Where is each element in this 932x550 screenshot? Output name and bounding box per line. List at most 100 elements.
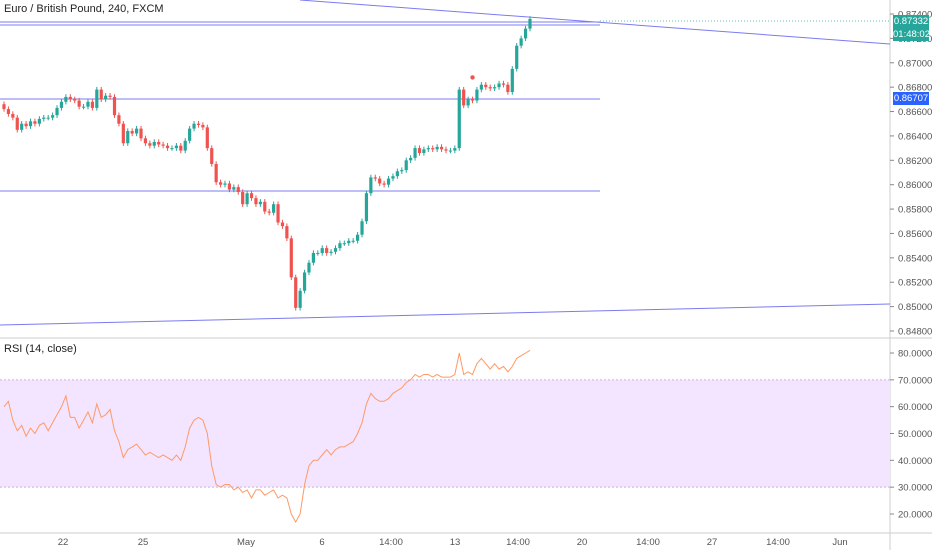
candle-body [528, 18, 532, 29]
candle-body [501, 83, 506, 85]
price-tick-label: 0.85600 [898, 229, 932, 240]
candle-body [170, 148, 174, 150]
candle-body [289, 238, 293, 278]
candle-body [245, 193, 249, 205]
candle-body [174, 145, 178, 149]
candle-body [201, 124, 205, 128]
candle-body [484, 84, 488, 88]
price-tick-label: 0.86600 [898, 107, 932, 118]
candle-body [218, 182, 223, 185]
candle-body [6, 109, 11, 114]
candle-body [267, 211, 271, 213]
candle-body [519, 38, 523, 46]
candle-body [148, 143, 152, 146]
time-tick-label: 22 [58, 537, 69, 548]
candle-body [33, 121, 37, 124]
candle-body [356, 234, 360, 241]
candle-body [152, 142, 156, 146]
candle-body [236, 187, 240, 193]
candle-body [404, 160, 408, 171]
price-tick-label: 0.85200 [898, 278, 932, 289]
candle-body [276, 204, 280, 223]
time-tick-label: Jun [832, 537, 847, 548]
rsi-tick-label: 30.0000 [898, 483, 932, 494]
candle-body [457, 89, 461, 149]
candle-body [24, 123, 28, 127]
candle-body [55, 107, 59, 116]
rsi-tick-label: 70.0000 [898, 375, 932, 386]
price-tick-label: 0.85800 [898, 205, 932, 216]
candle-body [320, 248, 324, 253]
candle-body [373, 177, 377, 179]
time-tick-label: 20 [577, 537, 588, 548]
candle-body [135, 128, 139, 134]
candle-body [99, 89, 103, 100]
candle-body [448, 150, 453, 152]
time-tick-label: 14:00 [379, 537, 403, 548]
candle-body [325, 248, 329, 253]
horizontal-level-badge: 0.86707 [893, 92, 929, 105]
candle-body [254, 198, 258, 205]
candle-body [249, 193, 254, 199]
candle-body [493, 87, 497, 89]
candle-body [307, 262, 311, 273]
candle-body [506, 84, 510, 93]
candle-body [439, 146, 444, 150]
candle-body [37, 118, 41, 124]
time-tick-label: May [237, 537, 255, 548]
candle-body [143, 138, 148, 144]
rsi-tick-label: 80.0000 [898, 349, 932, 360]
candle-body [183, 140, 187, 151]
candle-body [294, 277, 298, 308]
time-tick-label: 27 [707, 537, 718, 548]
candle-body [179, 145, 183, 151]
candle-body [417, 148, 422, 153]
candle-body [351, 240, 355, 242]
candle-body [51, 115, 55, 118]
price-tick-label: 0.87000 [898, 58, 932, 69]
rsi-tick-label: 60.0000 [898, 402, 932, 413]
candle-body [214, 163, 218, 183]
price-tick-label: 0.86000 [898, 180, 932, 191]
candle-body [126, 131, 130, 144]
candle-body [59, 101, 64, 108]
candle-body [338, 243, 342, 249]
candle-body [165, 145, 170, 149]
candle-body [515, 45, 519, 69]
candle-body [329, 251, 333, 253]
candle-body [302, 272, 307, 291]
candle-body [360, 221, 364, 235]
candle-body [196, 123, 201, 125]
candle-body [130, 131, 134, 134]
candle-body [378, 178, 382, 184]
candle-body [90, 101, 94, 108]
candle-body [333, 248, 338, 252]
candle-body [316, 252, 320, 254]
candle-body [139, 128, 143, 139]
price-tick-label: 0.84800 [898, 327, 932, 338]
price-tick-label: 0.86400 [898, 131, 932, 142]
candle-body [157, 142, 161, 145]
candle-body [28, 121, 33, 127]
time-tick-label: 13 [450, 537, 461, 548]
candle-body [386, 178, 391, 185]
candle-body [431, 148, 435, 150]
candle-body [382, 183, 386, 185]
time-tick-label: 14:00 [636, 537, 660, 548]
candle-body [426, 148, 430, 150]
candle-body [161, 144, 165, 146]
candle-body [188, 128, 192, 141]
candle-body [497, 83, 501, 88]
candle-body [475, 89, 479, 101]
candle-body [409, 157, 413, 161]
candle-body [280, 222, 285, 227]
candle-body [205, 127, 209, 149]
candle-body [117, 115, 121, 124]
candle-body [263, 201, 267, 212]
ascending-trendline [0, 303, 891, 326]
time-tick-label: 14:00 [766, 537, 790, 548]
candle-body [2, 104, 6, 110]
time-tick-label: 14:00 [506, 537, 530, 548]
candle-body [77, 100, 81, 107]
